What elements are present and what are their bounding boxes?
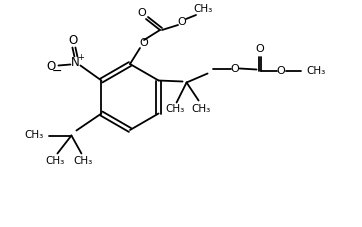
- Text: O: O: [138, 8, 146, 18]
- Text: O: O: [47, 60, 56, 73]
- Text: CH₃: CH₃: [165, 104, 184, 114]
- Text: O: O: [255, 44, 264, 54]
- Text: CH₃: CH₃: [46, 156, 65, 166]
- Text: CH₃: CH₃: [193, 4, 212, 14]
- Text: O: O: [230, 64, 239, 74]
- Text: +: +: [77, 53, 84, 62]
- Text: O: O: [140, 38, 148, 48]
- Text: −: −: [52, 65, 63, 78]
- Text: O: O: [178, 17, 186, 27]
- Text: N: N: [71, 56, 80, 69]
- Text: CH₃: CH₃: [307, 66, 326, 76]
- Text: O: O: [69, 34, 78, 47]
- Text: O: O: [276, 66, 285, 76]
- Text: CH₃: CH₃: [191, 104, 210, 114]
- Text: CH₃: CH₃: [24, 131, 43, 141]
- Text: CH₃: CH₃: [74, 156, 93, 166]
